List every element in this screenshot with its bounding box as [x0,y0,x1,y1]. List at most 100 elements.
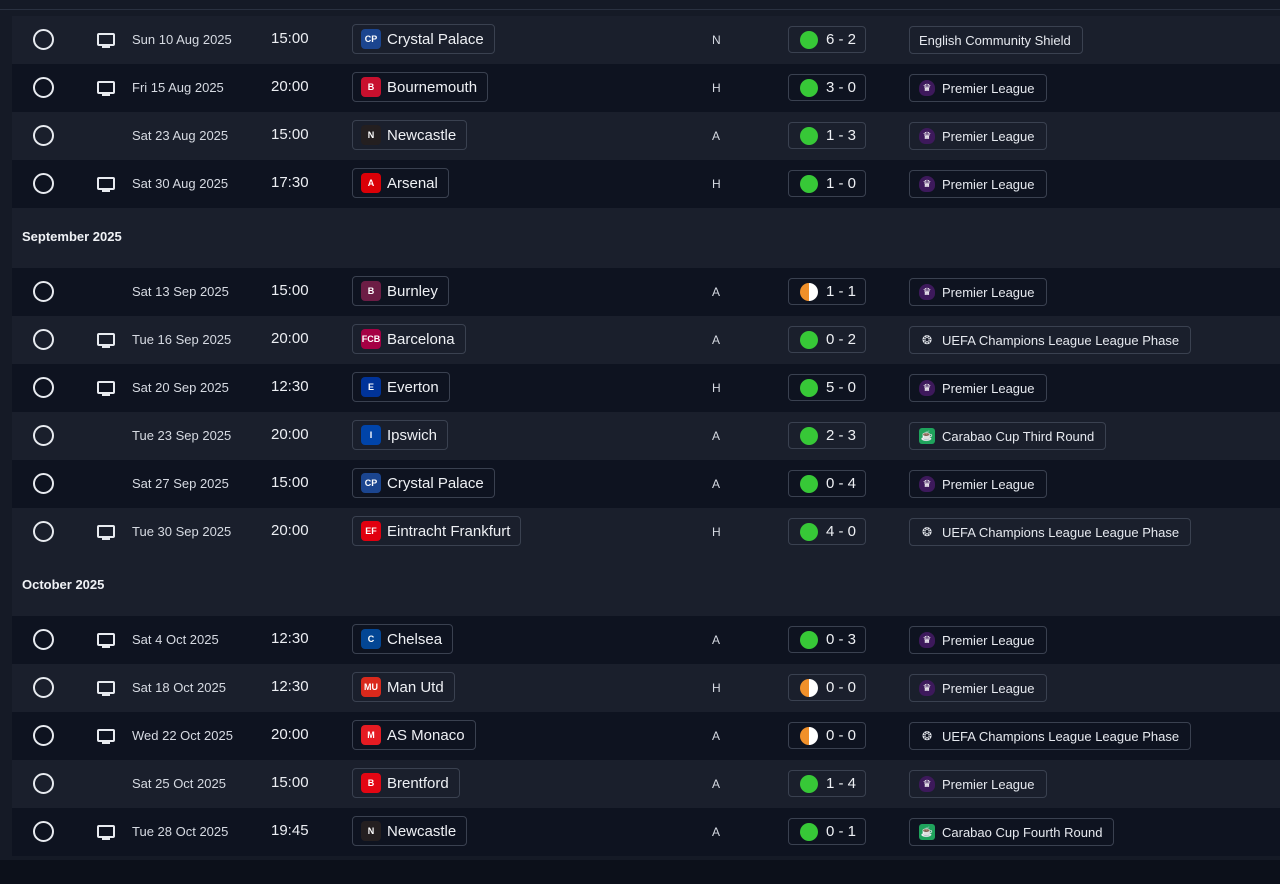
competition-chip[interactable]: ♛ Premier League [909,626,1047,654]
kickoff-time: 17:30 [271,174,309,191]
fixture-row[interactable]: Sat 30 Aug 2025 17:30 A Arsenal H 1 - 0 ♛ Premi… [12,160,1280,208]
select-radio[interactable] [33,125,54,146]
fixture-row[interactable]: Fri 15 Aug 2025 20:00 B Bournemouth H 3 - 0 ♛ P… [12,64,1280,112]
opponent-chip[interactable]: B Bournemouth [352,72,489,102]
club-crest-icon: C [361,629,381,649]
select-radio[interactable] [33,473,54,494]
competition-chip[interactable]: ♛ Premier League [909,674,1047,702]
score-chip[interactable]: 1 - 1 [788,278,867,305]
select-radio[interactable] [33,677,54,698]
kickoff-time: 15:00 [271,474,309,491]
select-radio[interactable] [33,521,54,542]
tv-icon [97,177,115,192]
select-radio[interactable] [33,821,54,842]
club-crest-icon: B [361,281,381,301]
score-chip[interactable]: 2 - 3 [788,422,867,449]
competition-chip[interactable]: ☕ Carabao Cup Third Round [909,422,1107,450]
score-chip[interactable]: 1 - 4 [788,770,867,797]
fixture-row[interactable]: Sat 27 Sep 2025 15:00 CP Crystal Palace A 0 -… [12,460,1280,508]
select-radio[interactable] [33,281,54,302]
competition-chip[interactable]: ♛ Premier League [909,122,1047,150]
score-chip[interactable]: 5 - 0 [788,374,867,401]
select-radio[interactable] [33,29,54,50]
competition-chip[interactable]: ♛ Premier League [909,374,1047,402]
select-radio[interactable] [33,377,54,398]
competition-chip[interactable]: ☕ Carabao Cup Fourth Round [909,818,1115,846]
fixture-row[interactable]: Sat 13 Sep 2025 15:00 B Burnley A 1 - 1 ♛ Premi… [12,268,1280,316]
opponent-name: Barcelona [387,330,455,348]
tv-icon [97,525,115,540]
draw-indicator-icon [800,678,818,697]
opponent-chip[interactable]: C Chelsea [352,624,454,654]
kickoff-time: 19:45 [271,822,309,839]
fixture-row[interactable]: Sun 10 Aug 2025 15:00 CP Crystal Palace N 6 -… [12,16,1280,64]
opponent-chip[interactable]: E Everton [352,372,450,402]
fixture-row[interactable]: Sat 18 Oct 2025 12:30 MU Man Utd H 0 - 0 ♛ Prem… [12,664,1280,712]
competition-chip[interactable]: ❂ UEFA Champions League League Phase [909,326,1192,354]
opponent-chip[interactable]: N Newcastle [352,120,468,150]
select-radio[interactable] [33,725,54,746]
score-chip[interactable]: 1 - 0 [788,170,867,197]
opponent-chip[interactable]: CP Crystal Palace [352,468,495,498]
score-chip[interactable]: 0 - 3 [788,626,867,653]
score-text: 4 - 0 [826,523,857,540]
score-chip[interactable]: 4 - 0 [788,518,867,545]
fixture-row[interactable]: Tue 16 Sep 2025 20:00 FCB Barcelona A 0 - 2 ❂ U… [12,316,1280,364]
fixture-row[interactable]: Sat 4 Oct 2025 12:30 C Chelsea A 0 - 3 ♛ Premie… [12,616,1280,664]
competition-chip[interactable]: English Community Shield [909,26,1083,54]
competition-chip[interactable]: ❂ UEFA Champions League League Phase [909,518,1192,546]
select-radio[interactable] [33,77,54,98]
fixture-row[interactable]: Sat 25 Oct 2025 15:00 B Brentford A 1 - 4 ♛ Pre… [12,760,1280,808]
select-radio[interactable] [33,329,54,350]
competition-chip[interactable]: ♛ Premier League [909,74,1047,102]
score-text: 6 - 2 [826,31,857,48]
score-chip[interactable]: 0 - 0 [788,674,867,701]
club-crest-icon: FCB [361,329,381,349]
club-crest-icon: N [361,821,381,841]
opponent-chip[interactable]: CP Crystal Palace [352,24,495,54]
score-chip[interactable]: 6 - 2 [788,26,867,53]
opponent-chip[interactable]: A Arsenal [352,168,449,198]
select-radio[interactable] [33,629,54,650]
fixture-row[interactable]: Sat 23 Aug 2025 15:00 N Newcastle A 1 - 3 ♛ Pre… [12,112,1280,160]
fixture-row[interactable]: Tue 23 Sep 2025 20:00 I Ipswich A 2 - 3 ☕ Carab… [12,412,1280,460]
score-chip[interactable]: 3 - 0 [788,74,867,101]
competition-chip[interactable]: ♛ Premier League [909,770,1047,798]
opponent-name: Man Utd [387,678,444,696]
win-indicator-icon [800,474,818,493]
club-crest-icon: N [361,125,381,145]
competition-name: Carabao Cup Fourth Round [942,824,1103,840]
win-indicator-icon [800,174,818,193]
competition-chip[interactable]: ♛ Premier League [909,470,1047,498]
kickoff-time: 15:00 [271,30,309,47]
fixture-date: Wed 22 Oct 2025 [132,728,233,743]
select-radio[interactable] [33,773,54,794]
score-chip[interactable]: 0 - 2 [788,326,867,353]
opponent-chip[interactable]: FCB Barcelona [352,324,466,354]
opponent-chip[interactable]: M AS Monaco [352,720,476,750]
score-chip[interactable]: 1 - 3 [788,122,867,149]
competition-name: Premier League [942,632,1035,648]
kickoff-time: 15:00 [271,282,309,299]
competition-chip[interactable]: ♛ Premier League [909,278,1047,306]
fixture-row[interactable]: Tue 28 Oct 2025 19:45 N Newcastle A 0 - 1 ☕ Car… [12,808,1280,856]
competition-chip[interactable]: ❂ UEFA Champions League League Phase [909,722,1192,750]
fixture-row[interactable]: Tue 30 Sep 2025 20:00 EF Eintracht Frankfur… [12,508,1280,556]
score-chip[interactable]: 0 - 1 [788,818,867,845]
competition-chip[interactable]: ♛ Premier League [909,170,1047,198]
score-chip[interactable]: 0 - 0 [788,722,867,749]
competition-name: English Community Shield [919,32,1071,48]
fixture-row[interactable]: Wed 22 Oct 2025 20:00 M AS Monaco A 0 - 0 ❂ UEF… [12,712,1280,760]
opponent-chip[interactable]: EF Eintracht Frankfurt [352,516,522,546]
kickoff-time: 12:30 [271,630,309,647]
opponent-chip[interactable]: N Newcastle [352,816,468,846]
select-radio[interactable] [33,425,54,446]
opponent-chip[interactable]: B Burnley [352,276,449,306]
opponent-chip[interactable]: MU Man Utd [352,672,455,702]
fixture-row[interactable]: Sat 20 Sep 2025 12:30 E Everton H 5 - 0 ♛ Premi… [12,364,1280,412]
score-chip[interactable]: 0 - 4 [788,470,867,497]
opponent-chip[interactable]: B Brentford [352,768,460,798]
opponent-chip[interactable]: I Ipswich [352,420,449,450]
win-indicator-icon [800,330,818,349]
select-radio[interactable] [33,173,54,194]
